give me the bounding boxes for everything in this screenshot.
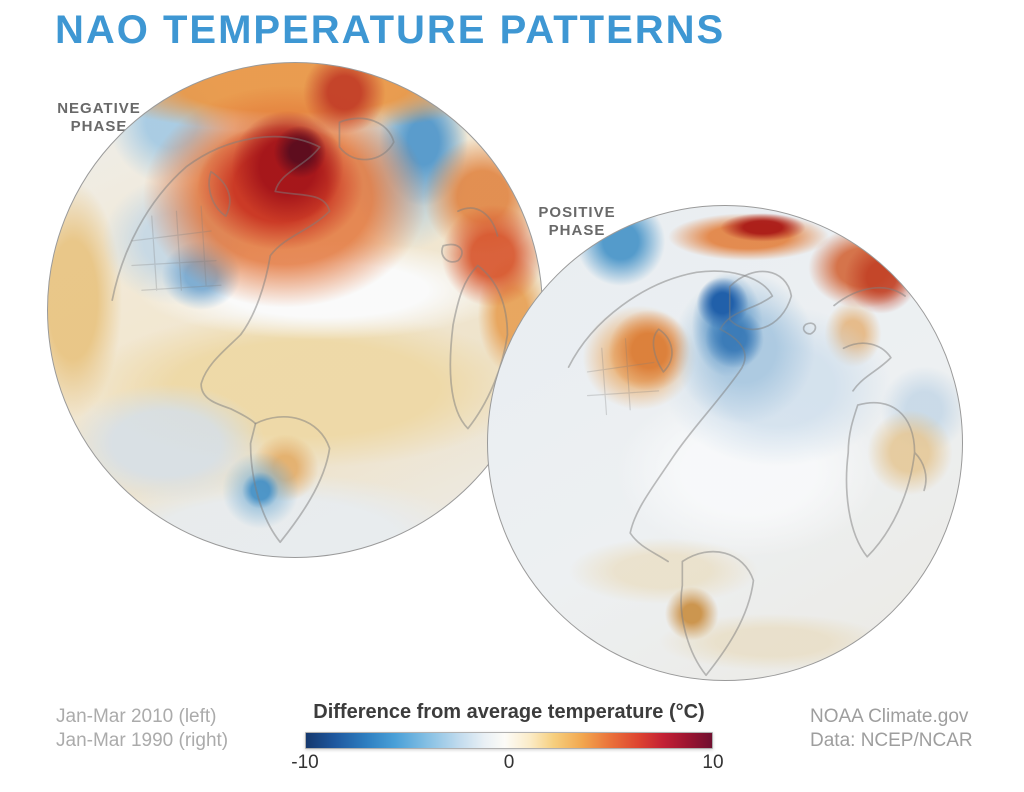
positive-phase-label-line1: POSITIVE xyxy=(538,204,616,221)
south-america-coastline xyxy=(249,416,331,544)
caption-source-data: Data: NCEP/NCAR xyxy=(810,730,973,751)
colorbar-tick-mid: 0 xyxy=(503,752,515,773)
page-title: NAO TEMPERATURE PATTERNS xyxy=(55,8,726,52)
caption-period-right: Jan-Mar 1990 (right) xyxy=(56,730,229,751)
hudson-bay-coastline xyxy=(652,328,673,373)
temperature-legend: Difference from average temperature (°C)… xyxy=(291,701,723,778)
north-america-coastline xyxy=(111,135,331,425)
negative-phase-label-line2: PHASE xyxy=(70,118,128,135)
us-state-grid xyxy=(586,338,660,416)
africa-coastline xyxy=(845,401,927,558)
caption-source: NOAA Climate.gov Data: NCEP/NCAR xyxy=(810,705,973,753)
coastlines-negative-svg xyxy=(111,117,509,544)
colorbar-ticks: -10 0 10 xyxy=(291,752,723,778)
colorbar xyxy=(305,732,713,749)
colorbar-tick-min: -10 xyxy=(291,752,319,773)
positive-phase-globe xyxy=(487,205,963,681)
us-state-grid xyxy=(131,205,222,291)
europe-coastline xyxy=(441,207,499,263)
europe-coastline xyxy=(833,286,906,392)
iceland-coastline xyxy=(802,322,817,335)
africa-coastline xyxy=(449,264,509,430)
negative-phase-label: NEGATIVE PHASE xyxy=(48,100,150,136)
greenland-coastline xyxy=(338,117,395,161)
colorbar-tick-max: 10 xyxy=(702,752,724,773)
negative-phase-label-line1: NEGATIVE xyxy=(57,100,141,117)
greenland-coastline xyxy=(728,270,793,331)
caption-source-site: NOAA Climate.gov xyxy=(810,706,969,727)
negative-phase-globe xyxy=(47,62,543,558)
hudson-bay-coastline xyxy=(208,170,231,218)
north-america-coastline xyxy=(567,270,774,563)
legend-title: Difference from average temperature (°C) xyxy=(313,701,705,723)
positive-phase-label: POSITIVE PHASE xyxy=(516,204,638,240)
caption-period-left: Jan-Mar 2010 (left) xyxy=(56,706,217,727)
positive-phase-label-line2: PHASE xyxy=(548,222,606,239)
coastlines-positive-svg xyxy=(567,270,927,677)
south-america-coastline xyxy=(680,550,755,677)
caption-periods: Jan-Mar 2010 (left) Jan-Mar 1990 (right) xyxy=(56,705,228,753)
